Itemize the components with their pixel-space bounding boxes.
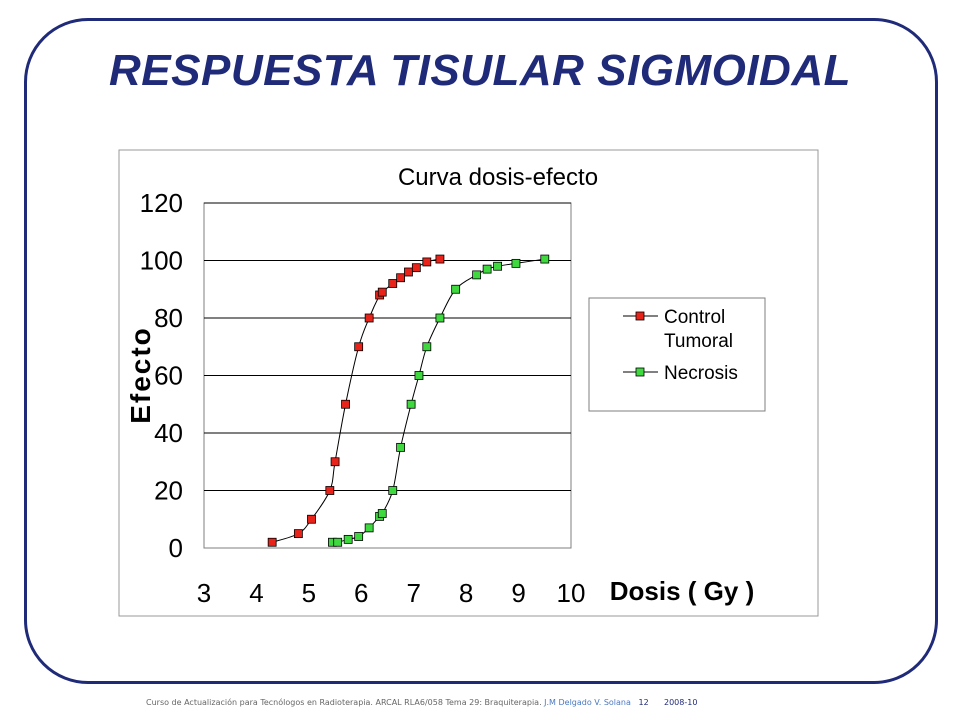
data-point — [307, 514, 316, 524]
x-tick-label: 9 — [511, 578, 525, 608]
x-tick-label: 3 — [197, 578, 211, 608]
y-tick-label: 80 — [154, 303, 183, 333]
slide-title: RESPUESTA TISULAR SIGMOIDAL — [109, 46, 851, 95]
data-point — [377, 509, 387, 518]
data-point — [267, 537, 277, 547]
data-point — [472, 270, 482, 280]
x-tick-label: 7 — [406, 578, 420, 608]
footer-page-number: 12 — [638, 698, 649, 707]
slide-footer: Curso de Actualización para Tecnólogos e… — [146, 698, 697, 707]
footer-course: Curso de Actualización para Tecnólogos e… — [146, 698, 542, 707]
slide-frame — [24, 18, 938, 684]
y-tick-label: 40 — [154, 418, 183, 448]
data-point — [482, 264, 492, 274]
data-point — [343, 534, 353, 544]
data-point — [388, 486, 398, 495]
data-point — [406, 399, 416, 409]
y-tick-label: 120 — [140, 188, 183, 218]
data-point — [377, 287, 387, 297]
x-tick-label: 4 — [249, 578, 263, 608]
data-point — [493, 261, 503, 271]
data-point — [422, 257, 432, 267]
x-tick-label: 10 — [557, 578, 586, 608]
data-point — [354, 532, 364, 541]
y-tick-label: 60 — [154, 361, 183, 391]
data-point — [396, 273, 406, 283]
y-axis-label: Efecto — [125, 326, 156, 424]
legend-box — [588, 297, 766, 412]
data-point — [388, 279, 398, 288]
data-point — [330, 457, 340, 467]
data-point — [341, 399, 350, 409]
footer-year: 2008-10 — [664, 698, 698, 707]
legend-label: Tumoral — [664, 331, 733, 352]
x-axis-label: Dosis ( Gy ) — [610, 576, 754, 606]
x-tick-label: 8 — [459, 578, 473, 608]
legend-label: Necrosis — [664, 363, 738, 384]
data-point — [364, 523, 374, 533]
x-tick-label: 6 — [354, 578, 368, 608]
y-tick-label: 20 — [154, 476, 183, 506]
chart-title: Curva dosis-efecto — [398, 164, 598, 191]
data-point — [540, 254, 550, 264]
data-point — [435, 254, 445, 264]
data-point — [354, 342, 364, 352]
data-point — [422, 342, 432, 352]
data-point — [325, 486, 335, 495]
data-point — [435, 313, 445, 323]
data-point — [511, 258, 521, 268]
legend-marker — [635, 311, 645, 321]
data-point — [333, 537, 343, 547]
data-point — [293, 529, 303, 539]
x-tick-label: 5 — [302, 578, 316, 608]
data-point — [364, 313, 374, 323]
data-point — [411, 263, 421, 273]
legend-label: Control — [664, 307, 725, 328]
y-tick-label: 0 — [169, 533, 183, 563]
footer-author: J.M Delgado V. Solana — [544, 698, 631, 707]
legend-marker — [635, 367, 645, 377]
data-point — [396, 442, 406, 452]
data-point — [414, 371, 424, 380]
data-point — [404, 267, 413, 277]
data-point — [451, 284, 461, 294]
y-tick-label: 100 — [140, 246, 183, 276]
